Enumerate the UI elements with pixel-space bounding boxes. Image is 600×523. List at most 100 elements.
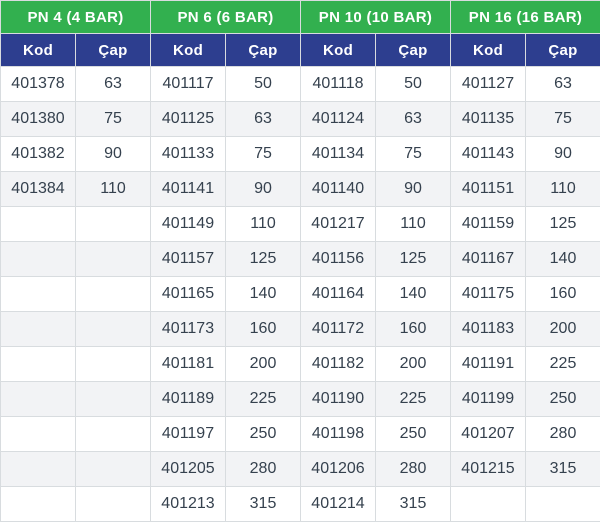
kod-cell: 401143 <box>450 136 526 172</box>
cap-cell <box>75 451 151 487</box>
table-row: 401382 90 401133 75 401134 75 401143 90 <box>0 136 600 172</box>
cap-cell: 50 <box>225 66 301 102</box>
column-header-kod: Kod <box>150 33 226 67</box>
group-header-row: PN 4 (4 BAR) PN 6 (6 BAR) PN 10 (10 BAR)… <box>0 0 600 34</box>
cap-cell: 280 <box>375 451 451 487</box>
cap-cell <box>75 241 151 277</box>
kod-cell: 401159 <box>450 206 526 242</box>
kod-cell <box>0 346 76 382</box>
kod-cell: 401378 <box>0 66 76 102</box>
kod-cell: 401214 <box>300 486 376 522</box>
column-header-cap: Çap <box>225 33 301 67</box>
kod-cell: 401133 <box>150 136 226 172</box>
cap-cell: 125 <box>225 241 301 277</box>
cap-cell: 140 <box>375 276 451 312</box>
kod-cell: 401164 <box>300 276 376 312</box>
table-row: 401205 280 401206 280 401215 315 <box>0 451 600 487</box>
table-row: 401149 110 401217 110 401159 125 <box>0 206 600 242</box>
table-row: 401378 63 401117 50 401118 50 401127 63 <box>0 66 600 102</box>
kod-cell: 401215 <box>450 451 526 487</box>
table-row: 401189 225 401190 225 401199 250 <box>0 381 600 417</box>
cap-cell: 63 <box>375 101 451 137</box>
column-header-kod: Kod <box>450 33 526 67</box>
cap-cell: 140 <box>225 276 301 312</box>
cap-cell: 75 <box>225 136 301 172</box>
kod-cell: 401149 <box>150 206 226 242</box>
cap-cell <box>75 311 151 347</box>
cap-cell <box>75 206 151 242</box>
cap-cell: 280 <box>225 451 301 487</box>
table-row: 401197 250 401198 250 401207 280 <box>0 416 600 452</box>
cap-cell: 280 <box>525 416 600 452</box>
cap-cell: 50 <box>375 66 451 102</box>
cap-cell: 160 <box>525 276 600 312</box>
kod-cell: 401173 <box>150 311 226 347</box>
kod-cell: 401134 <box>300 136 376 172</box>
cap-cell: 75 <box>375 136 451 172</box>
cap-cell: 110 <box>525 171 600 207</box>
group-header-pn4: PN 4 (4 BAR) <box>0 0 151 34</box>
cap-cell: 90 <box>375 171 451 207</box>
cap-cell: 250 <box>525 381 600 417</box>
cap-cell <box>75 416 151 452</box>
kod-cell: 401151 <box>450 171 526 207</box>
group-header-pn6: PN 6 (6 BAR) <box>150 0 301 34</box>
table-header: PN 4 (4 BAR) PN 6 (6 BAR) PN 10 (10 BAR)… <box>0 0 600 67</box>
kod-cell <box>0 276 76 312</box>
table-row: 401213 315 401214 315 <box>0 486 600 522</box>
kod-cell: 401135 <box>450 101 526 137</box>
kod-cell <box>0 486 76 522</box>
cap-cell: 200 <box>525 311 600 347</box>
kod-cell: 401197 <box>150 416 226 452</box>
kod-cell: 401205 <box>150 451 226 487</box>
cap-cell: 160 <box>225 311 301 347</box>
column-header-kod: Kod <box>300 33 376 67</box>
kod-cell: 401207 <box>450 416 526 452</box>
kod-cell: 401172 <box>300 311 376 347</box>
group-header-pn10: PN 10 (10 BAR) <box>300 0 451 34</box>
cap-cell: 250 <box>225 416 301 452</box>
cap-cell <box>75 486 151 522</box>
cap-cell: 200 <box>225 346 301 382</box>
kod-cell: 401141 <box>150 171 226 207</box>
cap-cell: 75 <box>525 101 600 137</box>
kod-cell: 401382 <box>0 136 76 172</box>
column-header-row: Kod Çap Kod Çap Kod Çap Kod Çap <box>0 33 600 67</box>
cap-cell: 250 <box>375 416 451 452</box>
cap-cell <box>525 486 600 522</box>
kod-cell: 401127 <box>450 66 526 102</box>
kod-cell: 401156 <box>300 241 376 277</box>
kod-cell: 401190 <box>300 381 376 417</box>
cap-cell <box>75 381 151 417</box>
cap-cell: 160 <box>375 311 451 347</box>
cap-cell: 63 <box>525 66 600 102</box>
kod-cell: 401199 <box>450 381 526 417</box>
kod-cell <box>0 311 76 347</box>
kod-cell <box>0 241 76 277</box>
kod-cell <box>0 416 76 452</box>
cap-cell: 140 <box>525 241 600 277</box>
cap-cell: 225 <box>375 381 451 417</box>
table-row: 401165 140 401164 140 401175 160 <box>0 276 600 312</box>
kod-cell: 401384 <box>0 171 76 207</box>
kod-cell: 401182 <box>300 346 376 382</box>
cap-cell: 90 <box>225 171 301 207</box>
column-header-cap: Çap <box>375 33 451 67</box>
kod-cell <box>0 206 76 242</box>
kod-cell: 401380 <box>0 101 76 137</box>
cap-cell: 225 <box>225 381 301 417</box>
table-row: 401380 75 401125 63 401124 63 401135 75 <box>0 101 600 137</box>
kod-cell: 401183 <box>450 311 526 347</box>
kod-cell: 401167 <box>450 241 526 277</box>
kod-cell: 401125 <box>150 101 226 137</box>
column-header-kod: Kod <box>0 33 76 67</box>
table-row: 401157 125 401156 125 401167 140 <box>0 241 600 277</box>
kod-cell: 401189 <box>150 381 226 417</box>
kod-cell: 401157 <box>150 241 226 277</box>
kod-cell: 401124 <box>300 101 376 137</box>
cap-cell: 315 <box>525 451 600 487</box>
kod-cell <box>0 381 76 417</box>
cap-cell: 225 <box>525 346 600 382</box>
cap-cell: 63 <box>75 66 151 102</box>
column-header-cap: Çap <box>525 33 600 67</box>
